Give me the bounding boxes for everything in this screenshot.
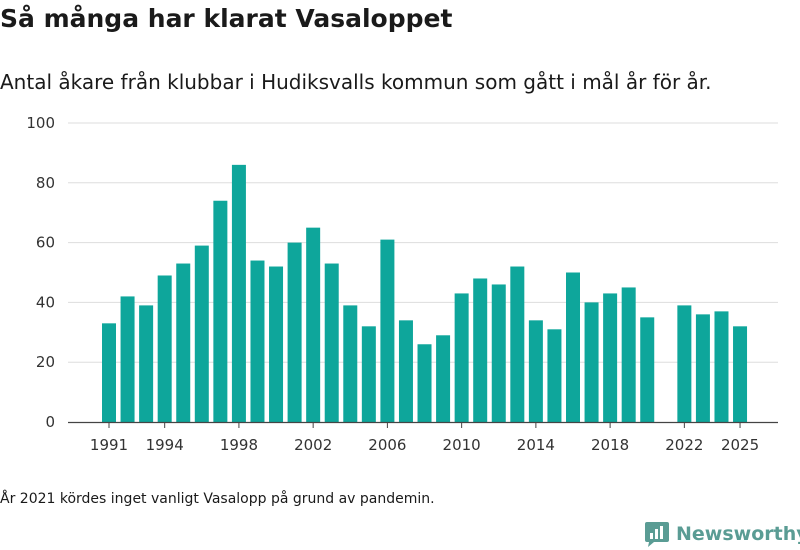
- x-tick-label: 2002: [294, 436, 332, 454]
- bar-2023: [695, 314, 710, 422]
- bar-1993: [139, 305, 154, 422]
- bar-2019: [621, 287, 636, 422]
- bar-2001: [287, 242, 302, 422]
- bar-1998: [231, 164, 246, 423]
- bar-2006: [380, 239, 395, 422]
- bar-2014: [528, 320, 543, 422]
- x-tick-label: 2006: [368, 436, 406, 454]
- x-tick-label: 1991: [90, 436, 128, 454]
- chart-title: Så många har klarat Vasaloppet: [0, 4, 453, 33]
- chart-note: År 2021 kördes inget vanligt Vasalopp på…: [0, 491, 435, 507]
- bar-chart: 0 20 40 60 80 100 1991 1994 1998 2002 2006 2010 2014…: [26, 114, 778, 454]
- bar-1996: [194, 245, 209, 422]
- y-tick-label: 100: [26, 114, 55, 132]
- bar-2003: [324, 263, 339, 422]
- newsworthy-logo-icon: [645, 522, 669, 547]
- bar-2008: [417, 344, 432, 422]
- bar-2017: [584, 302, 599, 422]
- chart-subtitle: Antal åkare från klubbar i Hudiksvalls k…: [0, 70, 712, 94]
- axes: 0 20 40 60 80 100 1991 1994 1998 2002 2006 2010 2014…: [26, 114, 778, 454]
- y-tick-label: 0: [45, 413, 55, 431]
- x-tick-label: 2025: [721, 436, 759, 454]
- y-tick-label: 40: [36, 293, 55, 311]
- x-tick-label: 1994: [146, 436, 184, 454]
- bar-2024: [714, 311, 729, 422]
- bar-2015: [547, 329, 562, 422]
- x-tick-label: 2022: [665, 436, 703, 454]
- x-tick-label: 1998: [220, 436, 258, 454]
- bar-2009: [436, 335, 451, 422]
- y-tick-label: 80: [36, 174, 55, 192]
- bar-2011: [473, 278, 488, 422]
- x-tick-label: 2018: [591, 436, 629, 454]
- bar-2005: [361, 326, 376, 422]
- bar-2010: [454, 293, 469, 422]
- bar-1997: [213, 200, 228, 422]
- bar-2018: [603, 293, 618, 422]
- bar-2016: [566, 272, 580, 422]
- gridlines: [68, 122, 778, 363]
- y-tick-label: 20: [36, 353, 55, 371]
- bar-2000: [269, 266, 284, 422]
- y-tick-label: 60: [36, 234, 55, 252]
- bars: [102, 164, 748, 423]
- x-tick-label: 2014: [517, 436, 555, 454]
- bar-2013: [510, 266, 525, 422]
- bar-1999: [250, 260, 265, 422]
- bar-2007: [398, 320, 413, 422]
- bar-1991: [102, 323, 116, 422]
- bar-1992: [120, 296, 135, 422]
- bar-2002: [306, 227, 321, 422]
- bar-2004: [343, 305, 358, 422]
- bar-1995: [176, 263, 191, 422]
- bar-2022: [677, 305, 692, 422]
- x-tick-label: 2010: [443, 436, 481, 454]
- brand-logo: Newsworthy: [644, 520, 800, 548]
- bar-2025: [733, 326, 748, 422]
- bar-2012: [491, 284, 506, 422]
- brand-name: Newsworthy: [676, 523, 800, 545]
- bar-1994: [157, 275, 172, 422]
- bar-2020: [640, 317, 655, 422]
